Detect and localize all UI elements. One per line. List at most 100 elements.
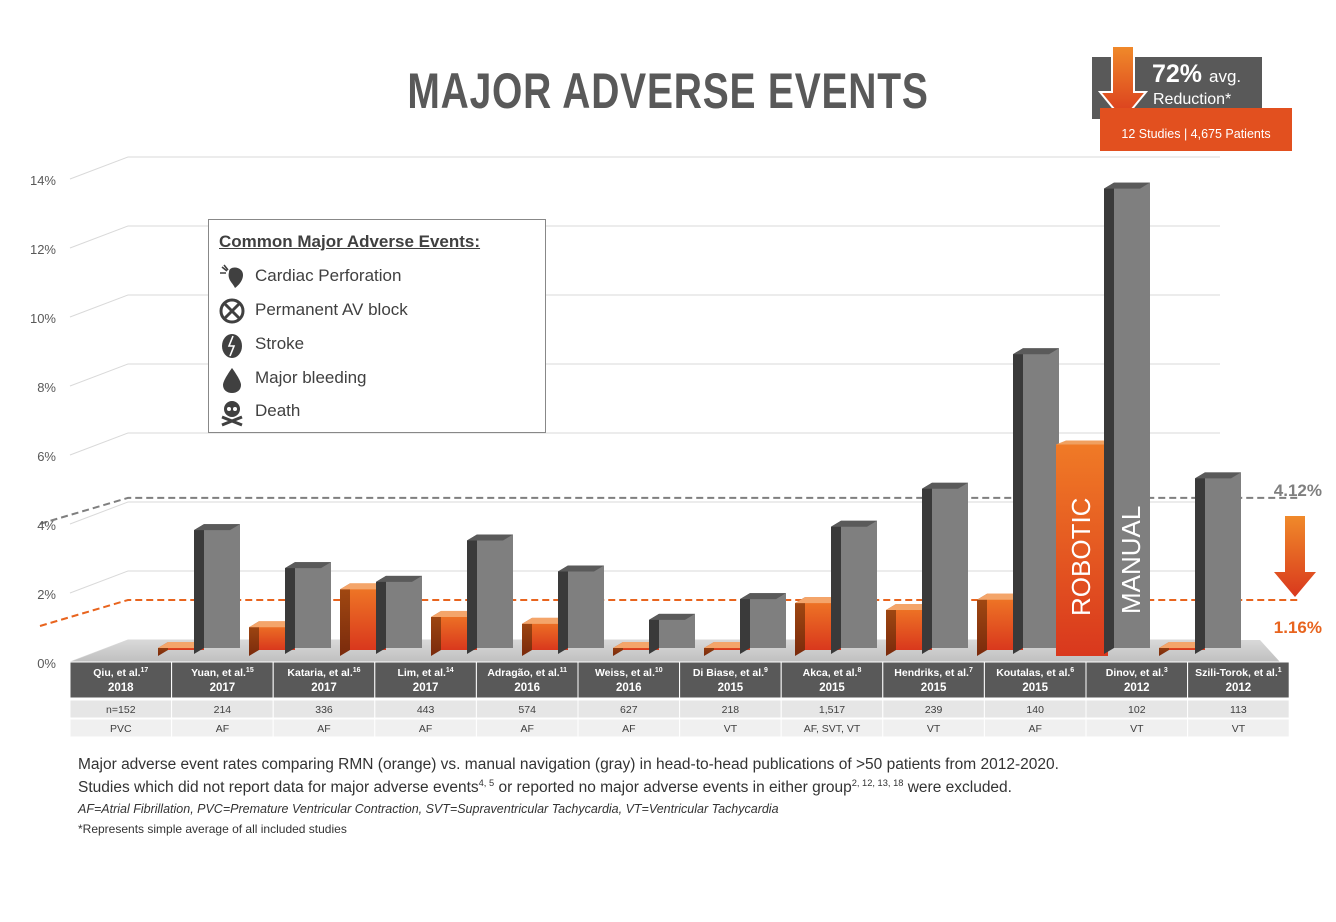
y-tick-label: 6% <box>37 449 56 464</box>
study-year: 2016 <box>616 682 642 694</box>
reduction-percent-value: 72% <box>1152 60 1203 88</box>
gridline <box>69 363 1220 387</box>
y-tick-label: 12% <box>30 242 56 257</box>
caption-line-1: Major adverse event rates comparing RMN … <box>78 756 1059 773</box>
study-n: 214 <box>214 704 232 716</box>
study-arrhythmia-type: VT <box>1232 723 1246 735</box>
study-arrhythmia-type: AF <box>520 723 533 735</box>
average-line <box>39 598 1300 627</box>
study-n: 574 <box>518 704 536 716</box>
bar-manual-top <box>558 565 604 572</box>
study-year: 2015 <box>1022 682 1048 694</box>
legend-title: Common Major Adverse Events: <box>219 232 481 251</box>
bar-robotic-top <box>886 604 932 611</box>
table-header-cell <box>780 661 884 699</box>
gridline <box>69 501 1220 525</box>
study-n: 113 <box>1230 704 1247 716</box>
study-author: Weiss, et al.10 <box>595 667 663 679</box>
bar-manual-side <box>922 482 932 654</box>
legend-item-label: Stroke <box>255 334 305 353</box>
bar-robotic-top <box>340 583 386 590</box>
table-type-cell <box>1187 718 1290 738</box>
bar-manual-side <box>740 593 750 654</box>
study-author: Szili-Torok, et al.1 <box>1195 667 1282 679</box>
bar-manual-side <box>649 613 659 654</box>
study-ref: 14 <box>446 667 454 674</box>
y-tick-label: 2% <box>37 587 56 602</box>
bar-manual <box>477 534 513 648</box>
study-author: Di Biase, et al.9 <box>693 667 768 679</box>
study-ref: 10 <box>655 667 663 674</box>
table-header-cell <box>882 661 985 699</box>
study-arrhythmia-type: AF <box>419 723 432 735</box>
reduction-label: Reduction* <box>1153 91 1232 108</box>
reduction-avg-label: avg. <box>1209 67 1242 86</box>
bar-robotic-top <box>613 642 659 648</box>
study-year: 2017 <box>413 682 439 694</box>
caption-sup: 4, 5 <box>478 778 495 788</box>
study-arrhythmia-type: AF, SVT, VT <box>804 723 861 735</box>
study-arrhythmia-type: AF <box>622 723 635 735</box>
bar-manual <box>295 562 331 648</box>
brain-icon <box>222 334 242 358</box>
bar-manual-side <box>1013 348 1023 654</box>
caption-text: Studies which did not report data for ma… <box>78 779 479 797</box>
study-n: 627 <box>620 704 638 716</box>
study-n: 218 <box>722 704 740 716</box>
study-ref: 16 <box>353 667 361 674</box>
study-year: 2017 <box>311 682 337 694</box>
bar-manual <box>1114 182 1150 648</box>
bar-robotic-side <box>977 593 987 656</box>
legend-item-label: Death <box>255 401 301 420</box>
caption-text: were excluded. <box>903 779 1012 797</box>
bar-manual-top <box>467 534 513 541</box>
study-n: 140 <box>1026 704 1044 716</box>
manual-series-label: MANUAL <box>1116 506 1146 614</box>
bar-robotic-top <box>1056 440 1108 445</box>
table-header-cell <box>983 661 1087 699</box>
study-ref: 9 <box>764 667 768 674</box>
study-arrhythmia-type: VT <box>1130 723 1144 735</box>
blood-drop-icon <box>223 368 241 393</box>
manual-average-label: 4.12% <box>1274 481 1322 500</box>
legend-item-label: Cardiac Perforation <box>255 266 402 285</box>
legend-box: Common Major Adverse Events: Cardiac Per… <box>208 219 546 433</box>
bar-manual-side <box>467 534 477 654</box>
study-year: 2012 <box>1226 682 1252 694</box>
study-author: Lim, et al.14 <box>397 667 453 679</box>
study-author: Kataria, et al.16 <box>287 667 360 679</box>
y-tick-label: 14% <box>30 173 56 188</box>
table-header-cell <box>475 661 579 699</box>
bar-manual-top <box>1195 472 1241 479</box>
study-ref: 7 <box>969 667 973 674</box>
study-arrhythmia-type: PVC <box>110 723 132 735</box>
av-block-icon <box>219 298 245 324</box>
bar-robotic-side <box>886 604 896 656</box>
bar-robotic-side <box>340 583 350 656</box>
study-ref: 11 <box>560 667 568 674</box>
study-arrhythmia-type: AF <box>317 723 330 735</box>
bar-manual-top <box>1013 348 1059 355</box>
y-tick-label: 8% <box>37 380 56 395</box>
bar-manual-top <box>376 575 422 582</box>
caption-text: or reported no major adverse events in e… <box>494 779 852 797</box>
study-n: 336 <box>315 704 333 716</box>
bar-manual <box>568 565 604 648</box>
bar-manual-top <box>285 562 331 569</box>
study-year: 2015 <box>819 682 845 694</box>
bar-robotic-top <box>158 642 204 648</box>
bar-manual <box>750 593 786 648</box>
bar-robotic-top <box>522 617 568 624</box>
study-n: 102 <box>1128 704 1146 716</box>
caption-footnote: *Represents simple average of all includ… <box>78 822 347 836</box>
bar-robotic-side <box>431 610 441 656</box>
bar-manual-top <box>922 482 968 489</box>
study-ref: 1 <box>1278 667 1282 674</box>
study-n: 239 <box>925 704 943 716</box>
bar-chart: ROBOTIC MANUAL 0% 2% 4% 6% 8% 10% 12% 14% Qiu, e… <box>30 156 1322 738</box>
bar-manual-side <box>194 524 204 654</box>
bar-manual-top <box>1104 182 1150 189</box>
y-axis: 0% 2% 4% 6% 8% 10% 12% 14% <box>30 173 56 671</box>
study-arrhythmia-type: AF <box>216 723 229 735</box>
study-year: 2015 <box>921 682 947 694</box>
